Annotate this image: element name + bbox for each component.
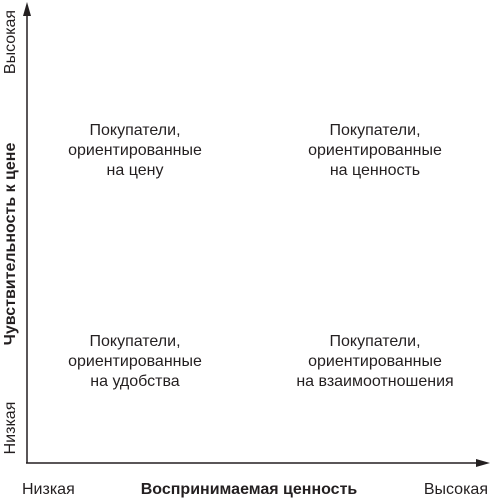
x-axis-high-label: Высокая [424, 480, 488, 500]
quadrant-line: на удобства [15, 372, 255, 392]
quadrant-top-right: Покупатели, ориентированные на ценность [255, 121, 492, 181]
x-axis-title: Воспринимаемая ценность [114, 480, 384, 500]
quadrant-bottom-left: Покупатели, ориентированные на удобства [15, 332, 255, 392]
quadrant-line: ориентированные [255, 141, 492, 161]
y-axis-title: Чувствительность к цене [1, 143, 21, 346]
quadrant-line: Покупатели, [255, 121, 492, 141]
quadrant-line: ориентированные [15, 352, 255, 372]
x-axis-arrowhead [476, 459, 490, 467]
quadrant-line: ориентированные [15, 141, 255, 161]
quadrant-line: Покупатели, [15, 332, 255, 352]
quadrant-line: Покупатели, [15, 121, 255, 141]
quadrant-line: ориентированные [255, 352, 492, 372]
quadrant-line: на ценность [255, 161, 492, 181]
quadrant-line: на цену [15, 161, 255, 181]
y-axis-low-label: Низкая [1, 402, 21, 455]
quadrant-line: Покупатели, [255, 332, 492, 352]
quadrant-line: на взаимоотношения [255, 372, 492, 392]
y-axis-high-label: Высокая [1, 10, 21, 74]
quadrant-top-left: Покупатели, ориентированные на цену [15, 121, 255, 181]
quadrant-bottom-right: Покупатели, ориентированные на взаимоотн… [255, 332, 492, 392]
x-axis-low-label: Низкая [22, 480, 75, 500]
y-axis-arrowhead [23, 2, 31, 16]
